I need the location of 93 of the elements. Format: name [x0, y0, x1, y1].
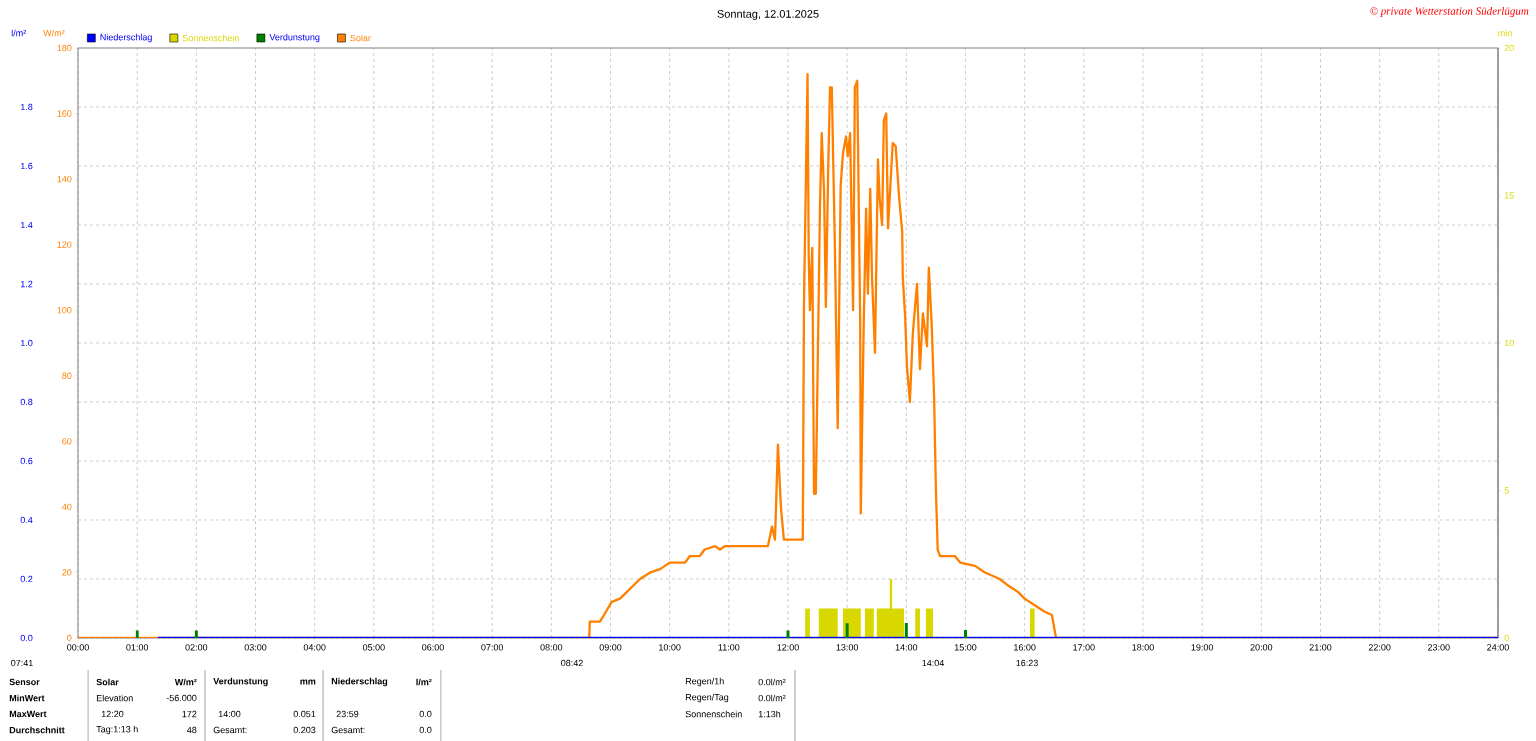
x-tick-label: 06:00 — [422, 644, 444, 651]
text: 23:59 — [336, 710, 359, 718]
y-tick-label: 40 — [62, 503, 72, 511]
y3-tick-label: 20 — [1504, 44, 1514, 52]
y2-tick-label: 0.4 — [20, 516, 33, 524]
x-tick-label: 01:00 — [126, 644, 149, 651]
y2-tick-label: 0.8 — [20, 398, 33, 406]
text: -56.000 — [166, 694, 197, 702]
x-tick-label: 14:00 — [895, 644, 918, 651]
x-tick-label: 03:00 — [244, 644, 267, 651]
text: Sensor — [9, 678, 40, 686]
text: Regen/Tag — [685, 693, 729, 703]
y-tick-label: 80 — [62, 372, 72, 379]
y-tick-label: 0 — [67, 634, 72, 642]
text: 0.0l/m² — [758, 694, 786, 702]
y3-tick-label: 5 — [1504, 487, 1509, 494]
text: Gesamt: — [331, 726, 365, 734]
text: 12:20 — [101, 710, 124, 718]
x-tick-label: 20:00 — [1250, 644, 1273, 651]
y-tick-label: 60 — [62, 438, 72, 445]
text: 14:04 — [922, 659, 944, 667]
text: W/m² — [174, 678, 197, 686]
y-axis-title: W/m² — [43, 29, 65, 37]
x-tick-label: 17:00 — [1073, 644, 1095, 651]
x-tick-label: 10:00 — [659, 644, 681, 651]
y3-tick-label: 15 — [1504, 192, 1514, 199]
x-tick-label: 04:00 — [303, 644, 326, 651]
y2-tick-label: 0.0 — [20, 634, 33, 642]
text: 0.051 — [293, 710, 316, 718]
text: Solar — [96, 678, 119, 686]
x-tick-label: 22:00 — [1368, 644, 1391, 651]
y2-tick-label: 1.4 — [20, 221, 33, 229]
text: Durchschnitt — [9, 726, 65, 734]
x-tick-label: 18:00 — [1132, 644, 1154, 651]
text: mm — [300, 679, 316, 685]
text: MinWert — [9, 694, 45, 702]
text: 0.0 — [419, 726, 432, 734]
y-tick-label: 100 — [57, 307, 72, 314]
text: 0.0 — [419, 710, 432, 718]
text: MaxWert — [9, 710, 47, 718]
x-tick-label: 19:00 — [1191, 644, 1214, 651]
y2-tick-label: 1.2 — [20, 280, 33, 288]
x-tick-label: 08:00 — [540, 644, 563, 651]
y-tick-label: 120 — [57, 241, 72, 248]
text: Tag:1:13 h — [96, 725, 138, 735]
text: Verdunstung — [213, 677, 268, 687]
x-tick-label: 21:00 — [1309, 644, 1332, 651]
legend-label: Niederschlag — [100, 33, 152, 43]
x-tick-label: 02:00 — [185, 644, 208, 651]
legend-label: Solar — [350, 34, 371, 42]
x-tick-label: 11:00 — [718, 644, 740, 651]
y2-tick-label: 1.0 — [20, 339, 33, 347]
y-tick-label: 20 — [62, 569, 72, 576]
x-tick-label: 00:00 — [67, 644, 89, 651]
chart-title: Sonntag, 12.01.2025 — [717, 10, 819, 20]
text: 0.0l/m² — [758, 678, 786, 686]
y2-tick-label: 0.2 — [20, 575, 33, 583]
y2-axis-title: l/m² — [11, 29, 27, 37]
y3-tick-label: 10 — [1504, 339, 1514, 347]
x-tick-label: 13:00 — [836, 644, 859, 651]
y-tick-label: 140 — [57, 175, 72, 183]
text: Regen/1h — [685, 677, 724, 687]
x-tick-label: 23:00 — [1428, 644, 1450, 651]
text: l/m² — [416, 678, 432, 686]
text: 48 — [187, 726, 197, 734]
legend-label: Sonnenschein — [182, 34, 239, 42]
text: Niederschlag — [331, 677, 388, 687]
y-tick-label: 160 — [57, 110, 72, 117]
y-tick-label: 180 — [57, 44, 72, 52]
text: 1:13h — [758, 710, 781, 718]
text: Sonnenschein — [685, 710, 742, 718]
text: 14:00 — [218, 710, 241, 718]
x-tick-label: 16:00 — [1014, 644, 1036, 651]
legend-label: Verdunstung — [269, 33, 320, 43]
text: 08:42 — [561, 659, 583, 667]
y3-tick-label: 0 — [1504, 634, 1509, 642]
text: 0.203 — [293, 726, 316, 734]
y2-tick-label: 0.6 — [20, 457, 33, 465]
text: 07:41 — [11, 659, 33, 667]
text: © private Wetterstation Süderlügum — [1370, 7, 1529, 17]
x-tick-label: 09:00 — [599, 644, 622, 651]
x-tick-label: 05:00 — [362, 644, 385, 651]
x-tick-label: 24:00 — [1487, 644, 1509, 651]
text: Gesamt: — [213, 726, 247, 734]
text: 16:23 — [1016, 659, 1038, 667]
x-tick-label: 15:00 — [954, 644, 977, 651]
y3-axis-title: min — [1498, 29, 1512, 37]
y2-tick-label: 1.8 — [20, 103, 33, 111]
text: Elevation — [96, 694, 133, 702]
text: 172 — [182, 710, 197, 718]
x-tick-label: 07:00 — [481, 644, 504, 651]
y2-tick-label: 1.6 — [20, 162, 33, 170]
x-tick-label: 12:00 — [777, 644, 799, 651]
